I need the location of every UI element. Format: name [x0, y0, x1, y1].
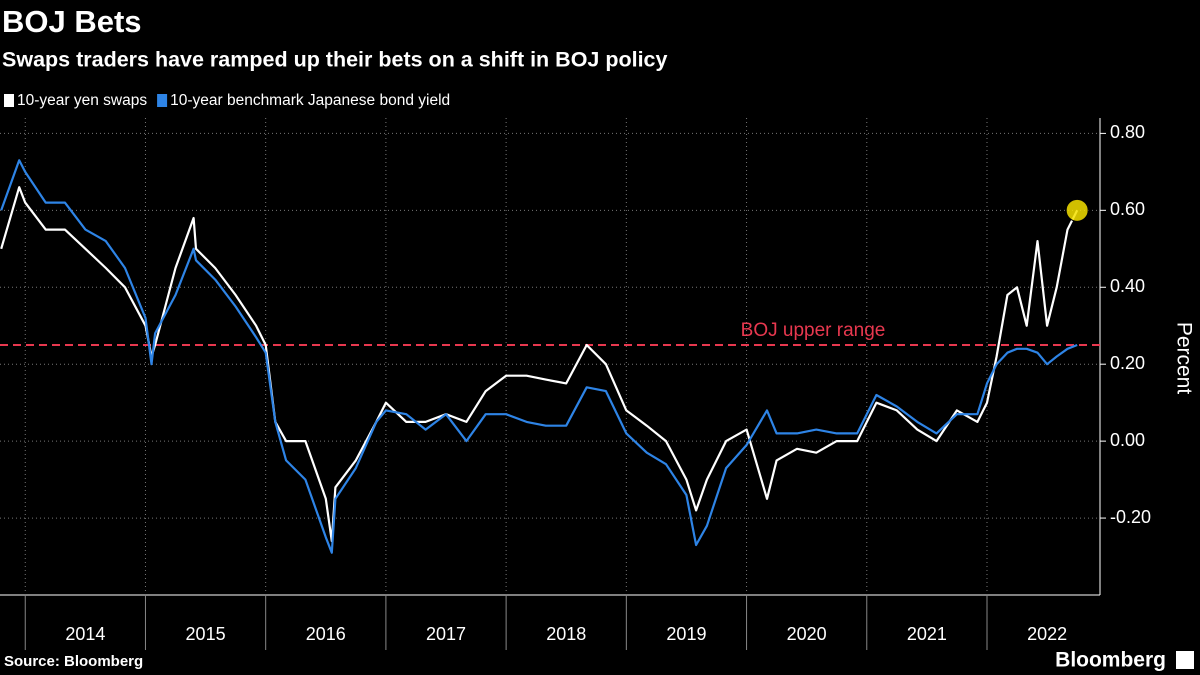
series-line: [0, 159, 1078, 554]
y-tick-label: 0.20: [1110, 353, 1145, 373]
brand: Bloomberg: [1055, 649, 1166, 672]
brand-icon: [1176, 651, 1194, 669]
x-tick-label: 2019: [666, 624, 706, 644]
x-tick-label: 2020: [787, 624, 827, 644]
chart-title: BOJ Bets: [2, 4, 142, 39]
y-axis-label: Percent: [1172, 322, 1195, 395]
reference-label: BOJ upper range: [741, 320, 886, 341]
legend-swatch: [157, 94, 168, 107]
legend-swatch: [4, 94, 14, 107]
x-tick-label: 2017: [426, 624, 466, 644]
y-tick-label: 0.80: [1110, 122, 1145, 142]
chart-subtitle: Swaps traders have ramped up their bets …: [2, 48, 668, 72]
source: Source: Bloomberg: [4, 653, 143, 670]
x-tick-label: 2015: [186, 624, 226, 644]
series-line: [0, 186, 1079, 543]
x-tick-label: 2016: [306, 624, 346, 644]
legend-label: 10-year yen swaps: [17, 92, 147, 109]
highlight-marker: [1065, 198, 1089, 222]
x-tick-label: 2022: [1027, 624, 1067, 644]
x-tick-label: 2014: [65, 624, 105, 644]
y-tick-label: -0.20: [1110, 507, 1151, 527]
x-tick-label: 2021: [907, 624, 947, 644]
x-tick-label: 2018: [546, 624, 586, 644]
y-tick-label: 0.40: [1110, 276, 1145, 296]
legend-label: 10-year benchmark Japanese bond yield: [170, 92, 450, 109]
y-tick-label: 0.00: [1110, 430, 1145, 450]
y-tick-label: 0.60: [1110, 199, 1145, 219]
